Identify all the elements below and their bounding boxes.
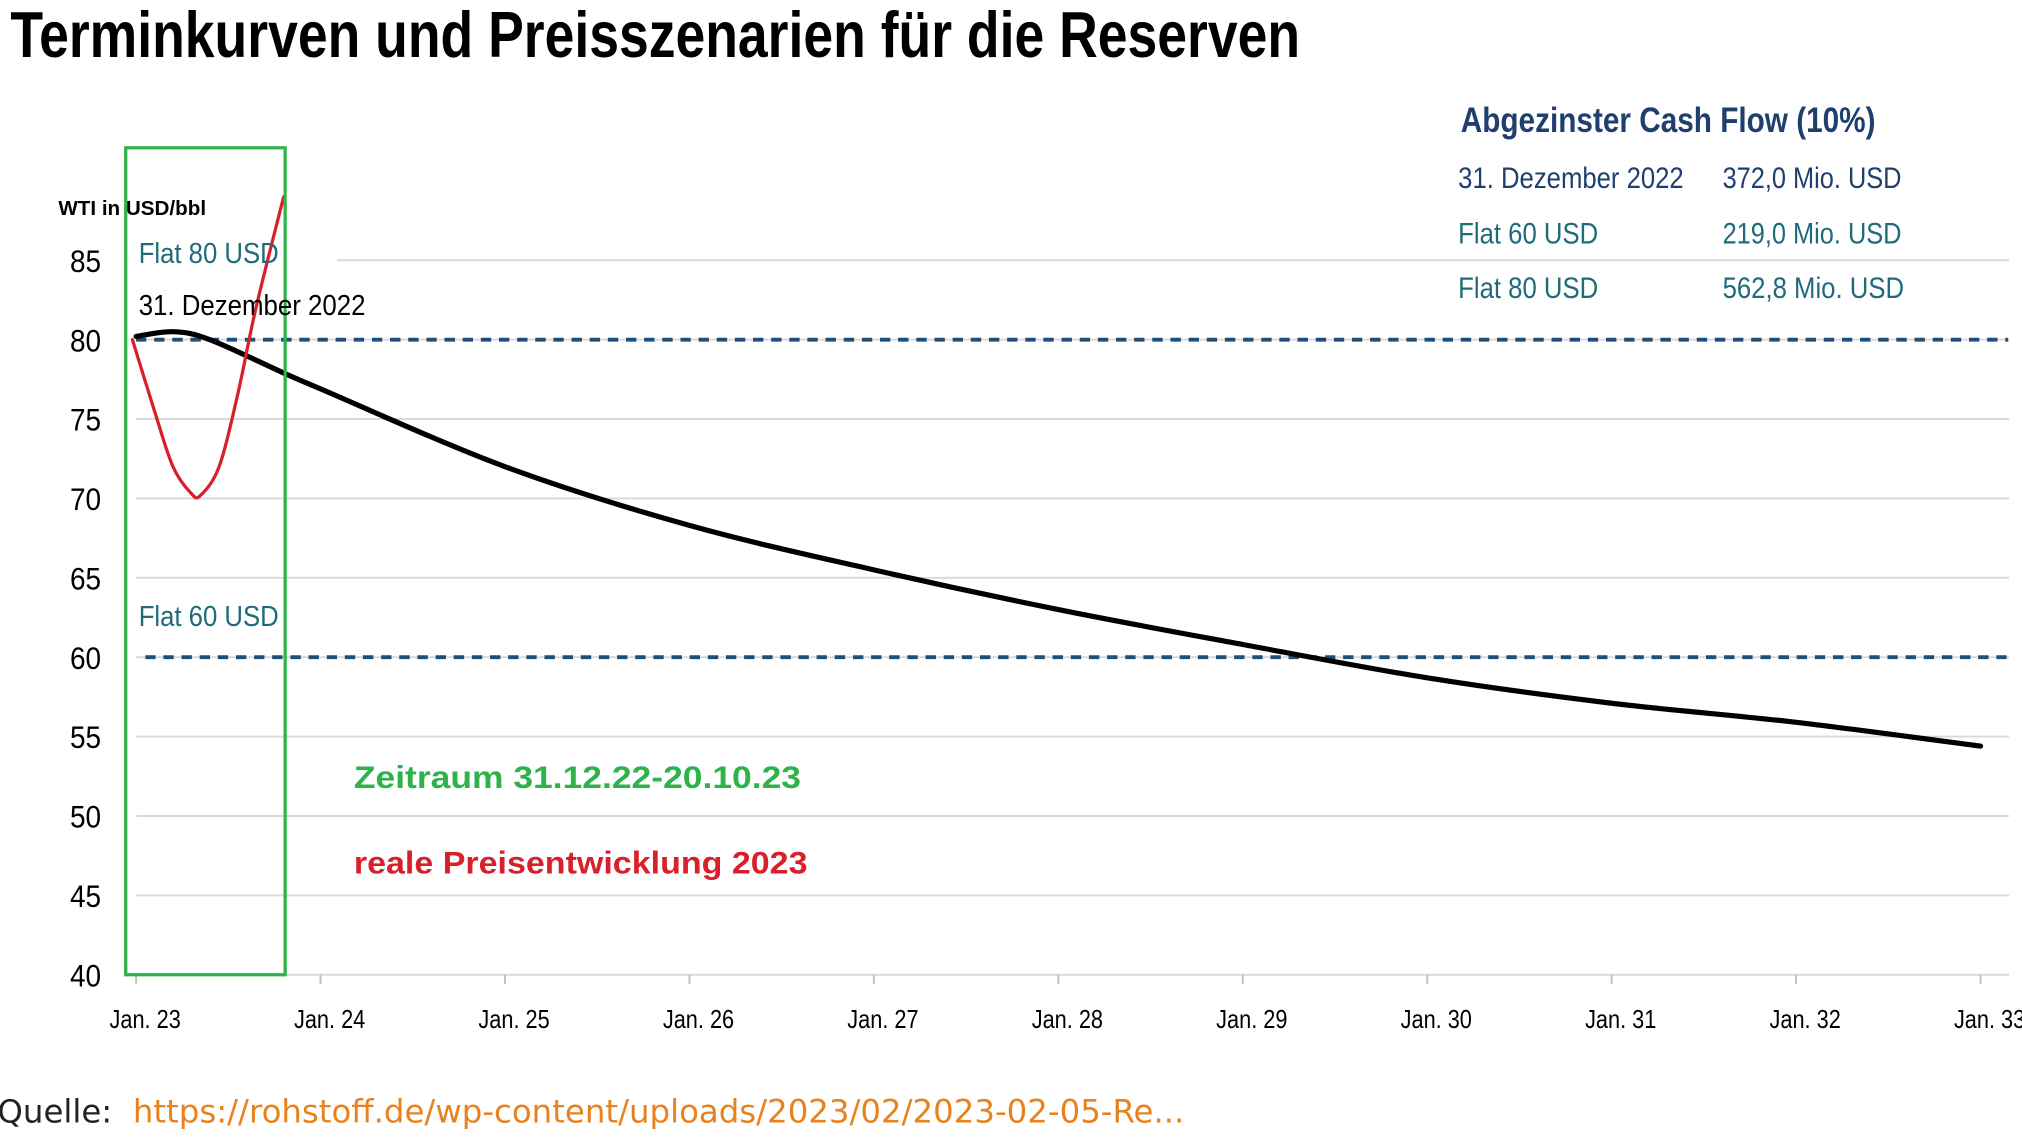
flat80-label: Flat 80 USD	[139, 238, 279, 270]
cash-flow-heading: Abgezinster Cash Flow (10%)	[1461, 101, 1876, 140]
y-tick-label: 65	[70, 561, 101, 596]
cash-flow-row-value: 219,0 Mio. USD	[1723, 218, 1902, 251]
y-tick-label: 80	[70, 323, 101, 358]
x-tick-label: Jan. 29	[1216, 1006, 1287, 1034]
x-tick-label: Jan. 30	[1401, 1006, 1472, 1034]
y-tick-labels: 40 45 50 55 60 65 70 75 80 85	[70, 244, 101, 994]
cash-flow-row-label: Flat 60 USD	[1458, 218, 1598, 251]
x-tick-label: Jan. 32	[1770, 1006, 1841, 1034]
y-tick-label: 50	[70, 800, 101, 835]
x-tick-label: Jan. 33	[1954, 1006, 2022, 1034]
y-tick-label: 60	[70, 641, 101, 676]
flat60-label: Flat 60 USD	[139, 601, 279, 633]
x-tick-label: Jan. 28	[1032, 1006, 1103, 1034]
curve-label: 31. Dezember 2022	[139, 290, 366, 322]
gridlines	[125, 259, 2010, 976]
y-axis-label: WTI in USD/bbl	[58, 197, 206, 220]
forward-curve-line	[133, 329, 1984, 749]
real-price-line	[130, 195, 286, 500]
y-tick-label: 55	[70, 720, 101, 755]
y-tick-label: 75	[70, 403, 101, 438]
x-tick-label: Jan. 25	[478, 1006, 549, 1034]
period-label: Zeitraum 31.12.22-20.10.23	[354, 760, 801, 795]
source-link[interactable]: https://rohstoff.de/wp-content/uploads/2…	[133, 1093, 1185, 1131]
page-title: Terminkurven und Preisszenarien für die …	[10, 0, 1300, 71]
source-line: Quelle: https://rohstoff.de/wp-content/u…	[0, 1093, 1184, 1131]
cash-flow-row-value: 562,8 Mio. USD	[1723, 272, 1904, 305]
x-tick-label: Jan. 27	[847, 1006, 918, 1034]
source-label: Quelle:	[0, 1093, 112, 1131]
real-price-label: reale Preisentwicklung 2023	[354, 846, 808, 881]
y-tick-label: 85	[70, 244, 101, 279]
period-box	[124, 146, 287, 977]
y-tick-label: 45	[70, 879, 101, 914]
x-tick-label: Jan. 24	[294, 1006, 365, 1034]
y-tick-label: 40	[70, 958, 101, 993]
cash-flow-row-label: 31. Dezember 2022	[1458, 162, 1684, 195]
x-tick-label: Jan. 26	[663, 1006, 734, 1034]
y-tick-label: 70	[70, 482, 101, 517]
cash-flow-row-label: Flat 80 USD	[1458, 272, 1598, 305]
cash-flow-row-value: 372,0 Mio. USD	[1723, 162, 1902, 195]
x-tick-labels: Jan. 23 Jan. 24 Jan. 25 Jan. 26 Jan. 27 Jan. …	[110, 974, 2022, 1034]
x-tick-label: Jan. 31	[1585, 1006, 1656, 1034]
cash-flow-box: Abgezinster Cash Flow (10%) 31. Dezember…	[1458, 101, 1904, 305]
x-tick-label: Jan. 23	[110, 1006, 181, 1034]
